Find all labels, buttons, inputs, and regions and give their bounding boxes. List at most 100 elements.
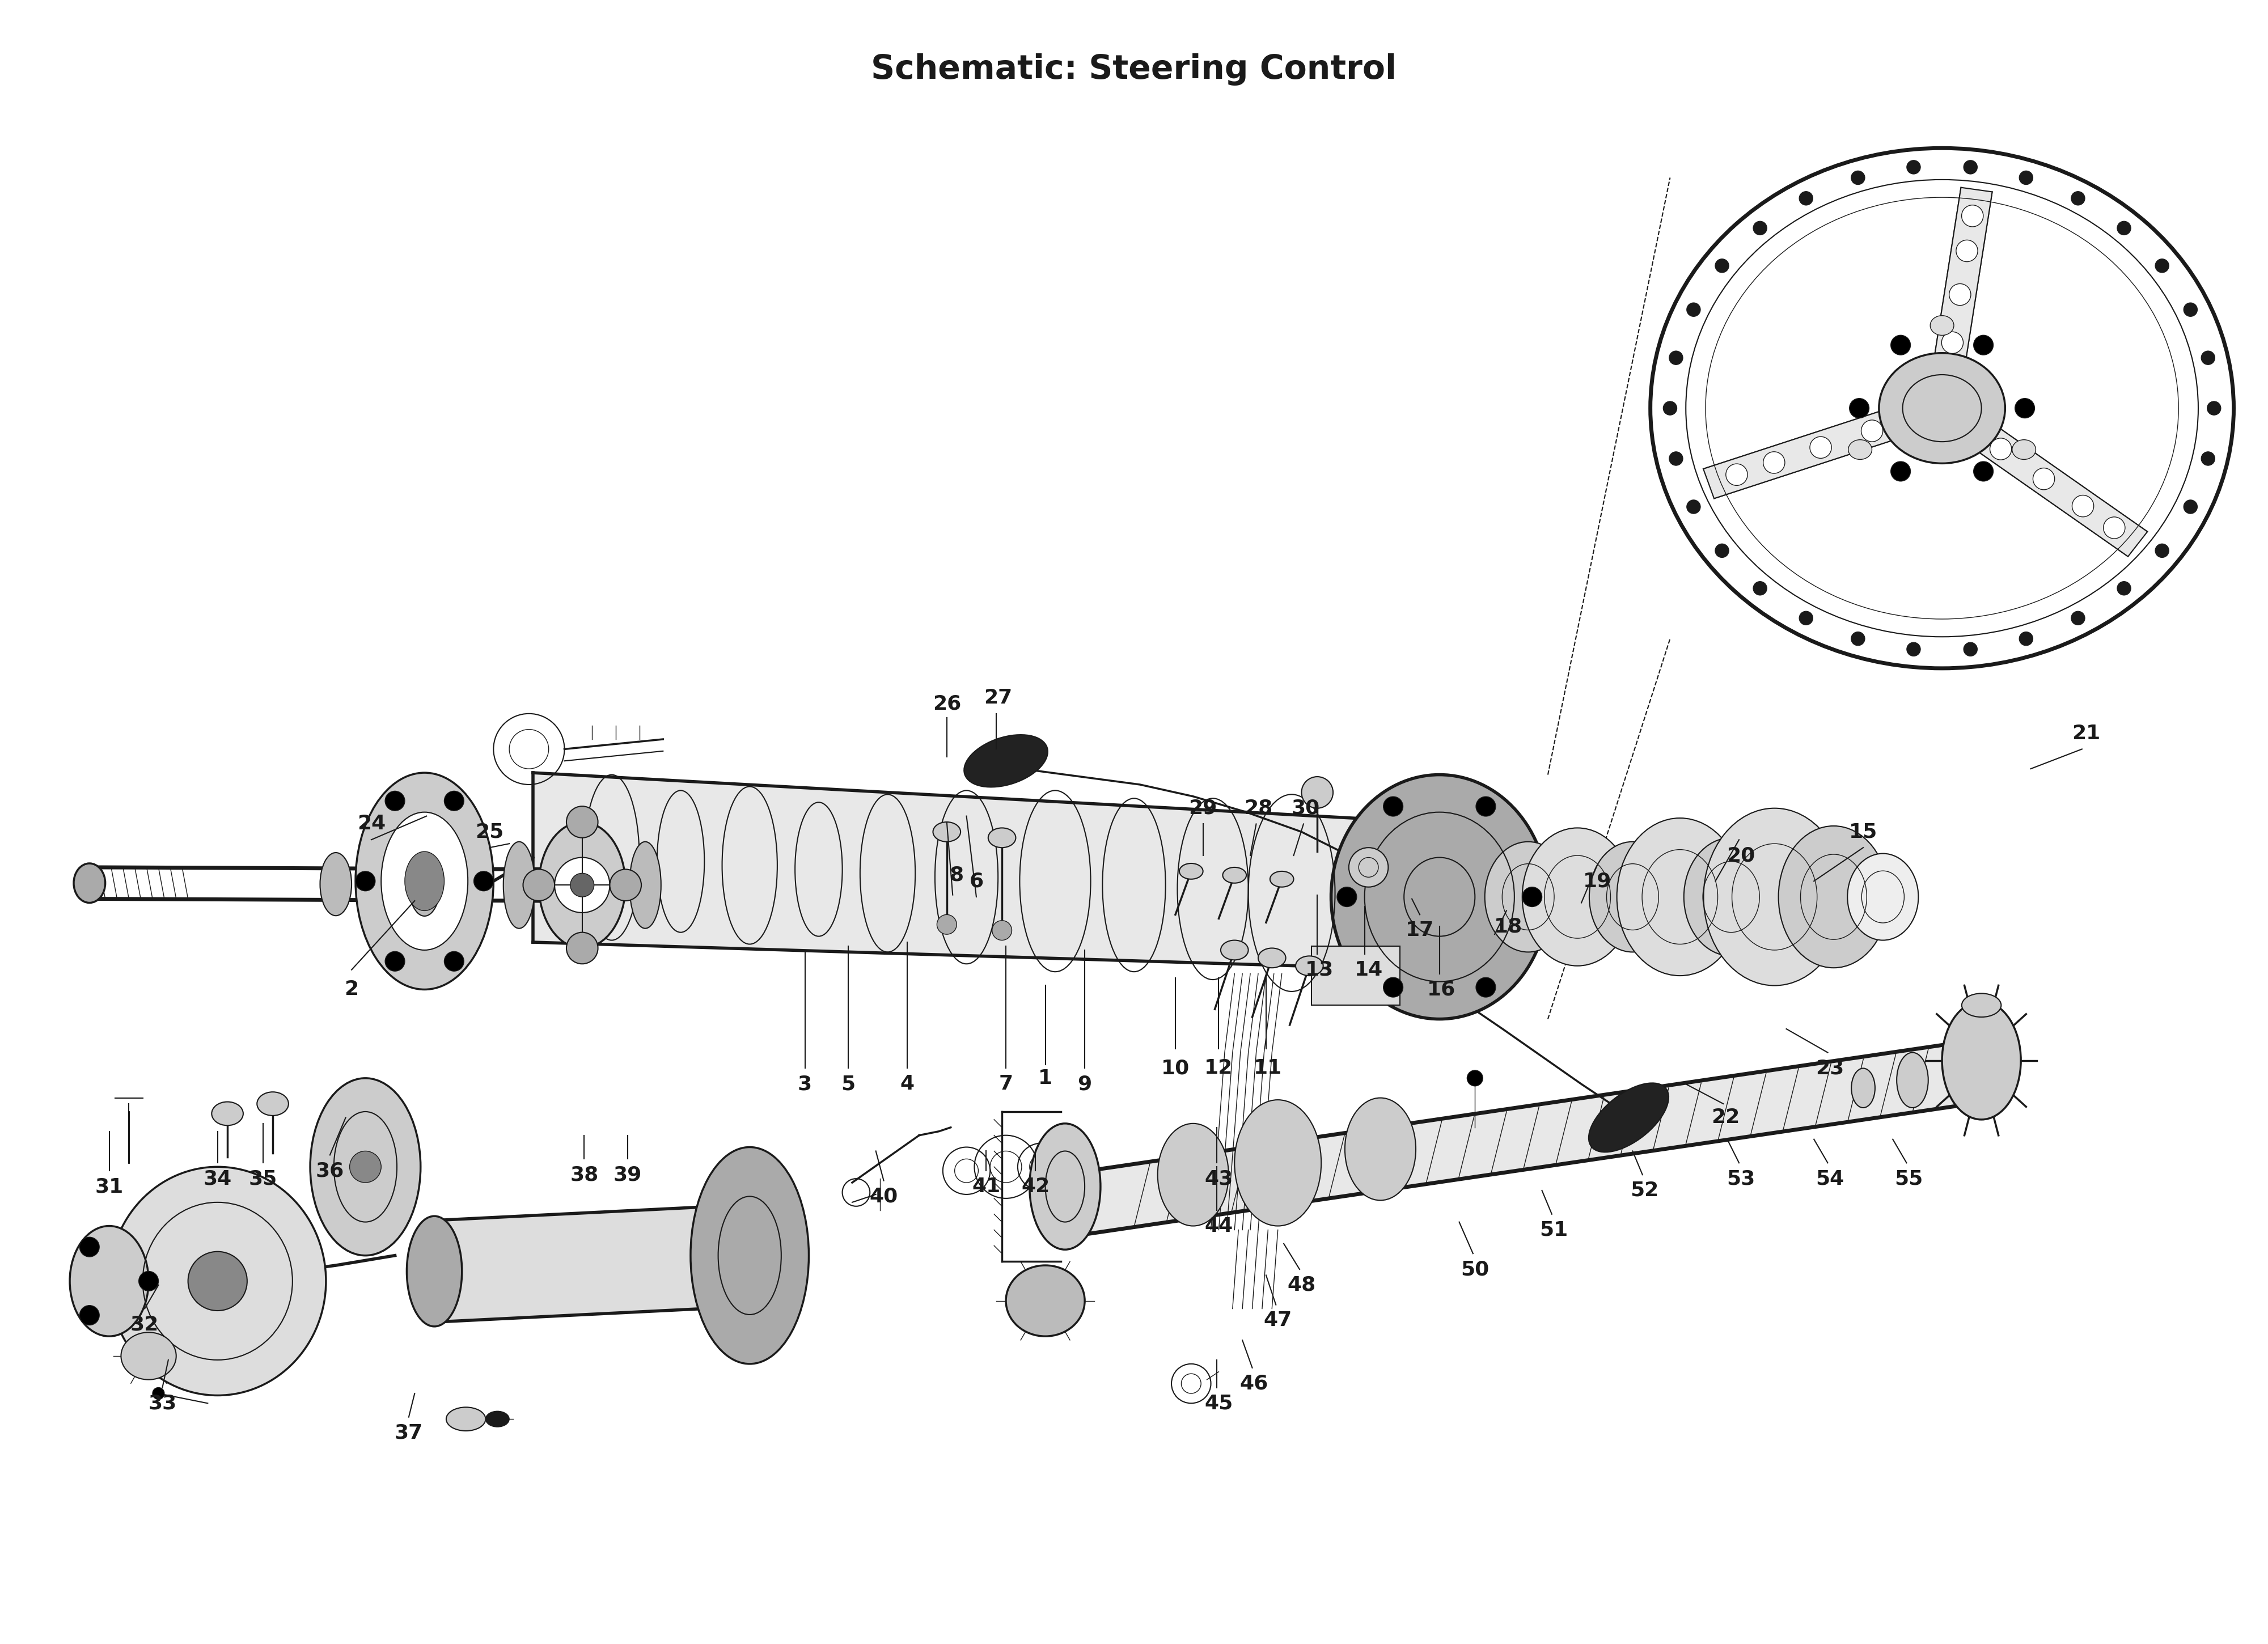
Text: 30: 30 — [1290, 799, 1320, 817]
Text: 48: 48 — [1288, 1276, 1315, 1295]
Circle shape — [1687, 302, 1701, 317]
Text: 28: 28 — [1243, 799, 1272, 817]
Text: 36: 36 — [315, 1161, 345, 1180]
Ellipse shape — [320, 853, 352, 916]
Text: 47: 47 — [1263, 1310, 1293, 1330]
Circle shape — [445, 952, 465, 972]
Ellipse shape — [1030, 1123, 1100, 1249]
Text: 9: 9 — [1077, 1075, 1091, 1093]
Circle shape — [1715, 258, 1728, 273]
Circle shape — [1964, 159, 1978, 174]
Text: 27: 27 — [984, 689, 1012, 707]
Text: 13: 13 — [1304, 960, 1334, 980]
Circle shape — [1762, 452, 1785, 473]
Text: 35: 35 — [249, 1169, 277, 1189]
Circle shape — [1662, 401, 1676, 414]
Circle shape — [1669, 452, 1683, 465]
Text: 11: 11 — [1254, 1059, 1281, 1078]
Circle shape — [1349, 848, 1388, 888]
Circle shape — [569, 873, 594, 898]
Circle shape — [1476, 797, 1495, 817]
Ellipse shape — [381, 812, 467, 950]
Text: 10: 10 — [1161, 1059, 1191, 1078]
Circle shape — [1907, 643, 1921, 656]
Ellipse shape — [1220, 940, 1247, 960]
Text: 44: 44 — [1204, 1217, 1234, 1236]
Ellipse shape — [1007, 1266, 1084, 1337]
Text: 8: 8 — [950, 865, 964, 884]
Circle shape — [2116, 582, 2132, 595]
Text: 31: 31 — [95, 1177, 122, 1197]
Text: 29: 29 — [1188, 799, 1218, 817]
Ellipse shape — [485, 1411, 510, 1427]
Circle shape — [1383, 797, 1404, 817]
Circle shape — [1338, 888, 1356, 907]
Ellipse shape — [447, 1407, 485, 1430]
Circle shape — [2155, 544, 2168, 557]
Text: Schematic: Steering Control: Schematic: Steering Control — [871, 54, 1397, 85]
Circle shape — [567, 932, 599, 963]
Circle shape — [1687, 500, 1701, 513]
Polygon shape — [1935, 187, 1991, 360]
Text: 54: 54 — [1814, 1169, 1844, 1189]
Ellipse shape — [1896, 1052, 1928, 1108]
Circle shape — [1799, 191, 1812, 205]
Ellipse shape — [1222, 868, 1247, 883]
Ellipse shape — [109, 1167, 327, 1396]
Ellipse shape — [932, 822, 962, 842]
Text: 32: 32 — [132, 1315, 159, 1333]
Circle shape — [1989, 439, 2012, 460]
Circle shape — [1907, 159, 1921, 174]
Ellipse shape — [73, 863, 104, 903]
Circle shape — [1964, 643, 1978, 656]
Text: 33: 33 — [147, 1394, 177, 1412]
Circle shape — [1753, 582, 1767, 595]
Ellipse shape — [120, 1332, 177, 1379]
Ellipse shape — [631, 842, 660, 929]
Circle shape — [1476, 978, 1495, 998]
Ellipse shape — [1179, 863, 1202, 880]
Circle shape — [2184, 302, 2198, 317]
Ellipse shape — [1522, 829, 1633, 965]
Ellipse shape — [1848, 853, 1919, 940]
Text: 2: 2 — [345, 980, 358, 1000]
Text: 7: 7 — [998, 1075, 1014, 1093]
Text: 17: 17 — [1406, 921, 1433, 940]
Ellipse shape — [1234, 1100, 1322, 1226]
Circle shape — [1726, 464, 1749, 485]
Circle shape — [1799, 612, 1812, 625]
Ellipse shape — [989, 829, 1016, 848]
Circle shape — [1302, 776, 1334, 809]
Circle shape — [1973, 462, 1994, 482]
Circle shape — [556, 858, 610, 912]
Text: 34: 34 — [204, 1169, 231, 1189]
Text: 43: 43 — [1204, 1169, 1234, 1189]
Circle shape — [474, 871, 494, 891]
Text: 4: 4 — [900, 1075, 914, 1093]
Text: 14: 14 — [1354, 960, 1383, 980]
Ellipse shape — [408, 853, 440, 916]
Circle shape — [2071, 612, 2084, 625]
Circle shape — [2102, 516, 2125, 539]
Text: 23: 23 — [1814, 1059, 1844, 1078]
Circle shape — [1669, 350, 1683, 365]
Ellipse shape — [211, 1101, 243, 1126]
Polygon shape — [435, 1207, 751, 1320]
Circle shape — [356, 871, 374, 891]
Circle shape — [2019, 171, 2032, 184]
Text: 15: 15 — [1848, 822, 1878, 842]
Text: 37: 37 — [395, 1424, 424, 1442]
Circle shape — [1522, 888, 1542, 907]
Ellipse shape — [1962, 993, 2000, 1018]
Text: 12: 12 — [1204, 1059, 1234, 1078]
Circle shape — [2202, 452, 2216, 465]
Text: 41: 41 — [973, 1177, 1000, 1197]
Polygon shape — [1703, 411, 1892, 498]
Ellipse shape — [1345, 1098, 1415, 1200]
Circle shape — [2202, 350, 2216, 365]
Circle shape — [567, 806, 599, 838]
Ellipse shape — [356, 773, 494, 990]
Ellipse shape — [1851, 1069, 1876, 1108]
Ellipse shape — [1617, 819, 1744, 975]
Circle shape — [2184, 500, 2198, 513]
